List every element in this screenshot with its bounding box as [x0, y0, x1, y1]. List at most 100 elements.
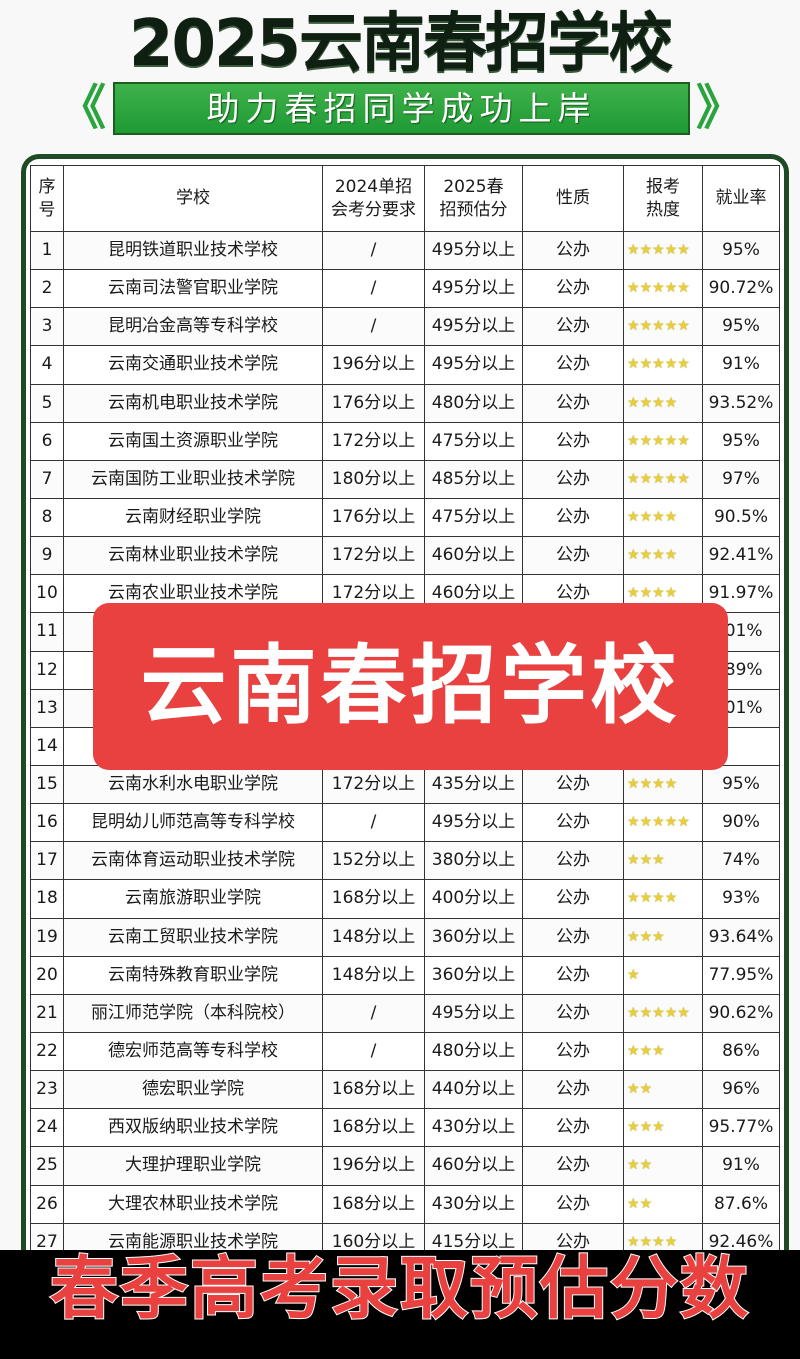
star-icon: ★ — [652, 776, 665, 793]
cell-popularity: ★ ★ ★ — [623, 1109, 702, 1147]
cell-popularity: ★ ★ ★ ★ ★ — [623, 422, 702, 460]
cell-type: 公办 — [522, 1071, 623, 1109]
star-icon: ★ — [664, 890, 678, 907]
cell-school: 云南工贸职业技术学院 — [63, 918, 322, 956]
cell-popularity: ★ ★ ★ ★ ★ — [623, 804, 702, 842]
cell-type: 公办 — [522, 918, 623, 956]
star-icon: ★ — [652, 242, 665, 259]
cell-no: 8 — [30, 498, 63, 537]
cell-type: 公办 — [522, 994, 623, 1032]
star-icon: ★ — [627, 1043, 640, 1060]
cell-popularity: ★ ★ ★ ★ ★ — [623, 460, 702, 498]
cell-popularity: ★ ★ ★ — [623, 842, 702, 880]
star-icon: ★ — [652, 852, 665, 869]
cell-employment-rate: 95% — [702, 422, 780, 460]
cell-est2025: 475分以上 — [424, 498, 522, 537]
star-icon: ★ — [639, 1157, 653, 1174]
cell-school: 云南水利水电职业学院 — [63, 765, 322, 804]
cell-employment-rate: 95% — [702, 232, 780, 270]
star-icon: ★ — [639, 318, 653, 335]
header-req2024: 2024单招会考分要求 — [322, 166, 424, 231]
cell-no: 9 — [30, 537, 63, 575]
cell-req2024: / — [322, 308, 424, 346]
star-icon: ★ — [639, 928, 653, 945]
cell-popularity: ★ ★ ★ ★ — [623, 498, 702, 537]
star-icon: ★ — [639, 470, 653, 487]
table-row: 24 西双版纳职业技术学院 168分以上 430分以上 公办 ★ ★ ★ 95.77% — [30, 1109, 780, 1148]
star-icon: ★ — [677, 242, 690, 259]
cell-popularity: ★ ★ ★ ★ — [623, 1223, 702, 1261]
cell-req2024: / — [322, 994, 424, 1032]
cell-no: 19 — [30, 918, 63, 956]
table-row: 21 丽江师范学院（本科院校）/495分以上 公办 ★ ★ ★ ★ ★ 90.62% — [30, 994, 780, 1033]
cell-school: 昆明铁道职业技术学校 — [63, 232, 322, 270]
subtitle-banner: 助力春招同学成功上岸 — [113, 82, 690, 135]
star-icon: ★ — [639, 814, 653, 831]
star-icon: ★ — [639, 509, 653, 526]
cell-school: 德宏职业学院 — [63, 1071, 322, 1109]
star-icon: ★ — [664, 585, 678, 602]
cell-type: 公办 — [522, 1109, 623, 1147]
star-icon: ★ — [664, 776, 678, 793]
cell-no: 25 — [30, 1147, 63, 1185]
header-no: 序号 — [30, 166, 63, 231]
cell-est2025: 495分以上 — [424, 804, 522, 842]
cell-popularity: ★ ★ ★ ★ — [623, 880, 702, 918]
cell-no: 18 — [30, 880, 63, 918]
cell-type: 公办 — [522, 804, 623, 842]
star-icon: ★ — [664, 1233, 678, 1250]
cell-req2024: 172分以上 — [322, 422, 424, 460]
star-icon: ★ — [639, 585, 653, 602]
star-icon: ★ — [627, 509, 640, 526]
cell-school: 大理农林职业技术学院 — [63, 1185, 322, 1223]
cell-school: 云南农业职业技术学院 — [63, 575, 322, 613]
cell-req2024: 160分以上 — [322, 1223, 424, 1261]
table-row: 17 云南体育运动职业技术学院 152分以上 380分以上 公办 ★ ★ ★ 74% — [30, 842, 780, 881]
star-icon: ★ — [664, 394, 678, 411]
cell-type: 公办 — [522, 842, 623, 880]
table-row: 2 云南司法警官职业学院/495分以上 公办 ★ ★ ★ ★ ★ 90.72% — [30, 270, 780, 309]
cell-employment-rate: 74% — [702, 842, 780, 880]
cell-req2024: 172分以上 — [322, 537, 424, 575]
cell-popularity: ★ ★ ★ ★ — [623, 384, 702, 422]
cell-school — [63, 613, 322, 651]
cell-employment-rate: 92.46% — [702, 1223, 780, 1261]
cell-popularity: ★ ★ ★ ★ ★ — [623, 994, 702, 1032]
cell-school: 云南旅游职业学院 — [63, 880, 322, 918]
cell-employment-rate: 97% — [702, 460, 780, 498]
header-type: 性质 — [522, 166, 623, 231]
table-row: 20 云南特殊教育职业学院 148分以上 360分以上 公办 ★ 77.95% — [30, 956, 780, 995]
cell-employment-rate: 90.5% — [702, 498, 780, 537]
cell-employment-rate: 87.6% — [702, 1185, 780, 1223]
cell-employment-rate: 90.72% — [702, 270, 780, 308]
cell-est2025: 435分以上 — [424, 765, 522, 804]
cell-employment-rate: 90.62% — [702, 994, 780, 1032]
star-icon: ★ — [627, 547, 640, 564]
cell-employment-rate: 93.64% — [702, 918, 780, 956]
cell-no: 4 — [30, 346, 63, 384]
table-row: 10 云南农业职业技术学院 172分以上 460分以上 公办 ★ ★ ★ ★ 91.97% — [30, 575, 780, 614]
star-icon: ★ — [677, 280, 690, 297]
star-icon: ★ — [652, 814, 665, 831]
cell-no: 7 — [30, 460, 63, 498]
cell-employment-rate: 91.97% — [702, 575, 780, 613]
cell-employment-rate: 95% — [702, 308, 780, 346]
cell-est2025: 460分以上 — [424, 537, 522, 575]
star-icon: ★ — [627, 432, 640, 449]
cell-school: 云南交通职业技术学院 — [63, 346, 322, 384]
cell-no: 10 — [30, 575, 63, 613]
cell-type: 公办 — [522, 232, 623, 270]
cell-school: 昆明幼儿师范高等专科学校 — [63, 804, 322, 842]
star-icon: ★ — [639, 1043, 653, 1060]
cell-no: 5 — [30, 384, 63, 422]
chevron-left-icon: 《 — [58, 80, 107, 136]
cell-school — [63, 689, 322, 727]
cell-popularity: ★ ★ ★ ★ — [623, 537, 702, 575]
cell-popularity: ★ ★ ★ ★ — [623, 575, 702, 613]
star-icon: ★ — [627, 280, 640, 297]
cell-est2025: 440分以上 — [424, 1071, 522, 1109]
star-icon: ★ — [664, 547, 678, 564]
star-icon: ★ — [652, 928, 665, 945]
table-header-row: 序号 学校 2024单招会考分要求 2025春招预估分 性质 报考热度 就业率 — [30, 165, 780, 232]
cell-employment-rate: 90% — [702, 804, 780, 842]
